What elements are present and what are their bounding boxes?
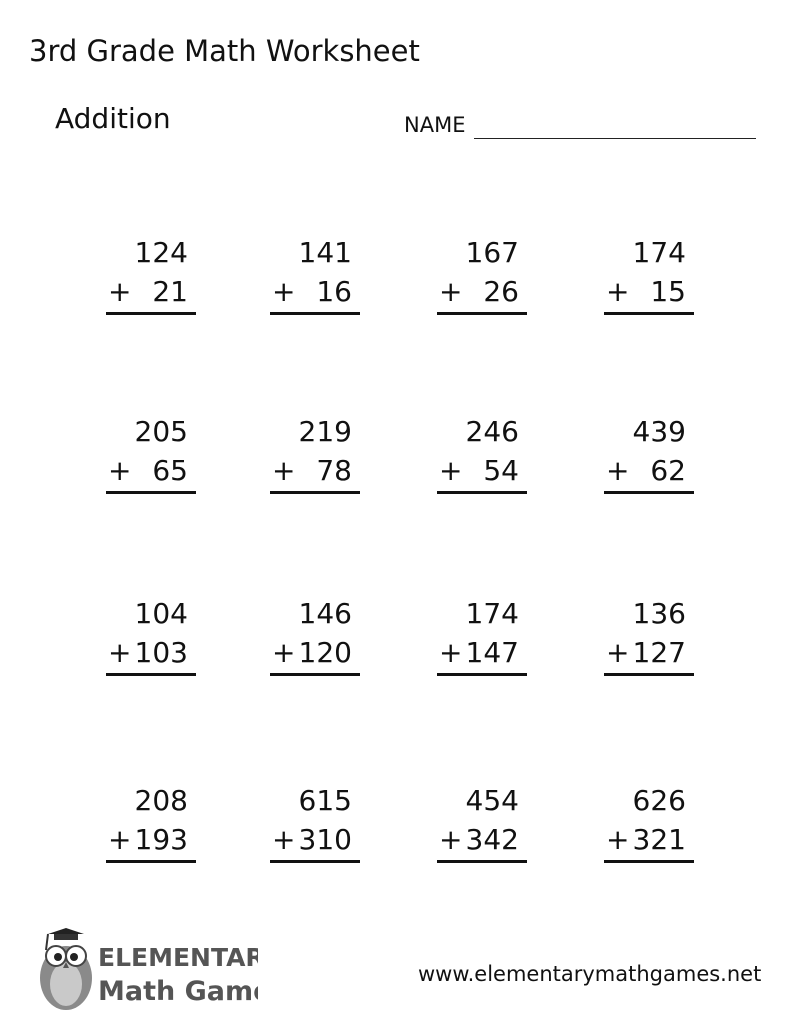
addition-problem: 124 + 21 (106, 236, 196, 316)
addition-problem: 246 + 54 (437, 415, 527, 495)
top-number: 615 (298, 784, 352, 817)
addition-problem: 615 + 310 (270, 784, 360, 864)
addend: 21 (152, 275, 188, 308)
elementary-math-games-logo: ELEMENTARY Math Games (40, 928, 258, 1010)
plus-sign: + (606, 823, 630, 856)
addend: 193 (134, 823, 188, 856)
top-number: 626 (632, 784, 686, 817)
addend: 103 (134, 636, 188, 669)
answer-line (437, 673, 527, 676)
addition-problem: 141 + 16 (270, 236, 360, 316)
plus-sign: + (108, 636, 132, 669)
name-line (474, 138, 756, 139)
addition-problem: 219 + 78 (270, 415, 360, 495)
addition-problem: 626 + 321 (604, 784, 694, 864)
logo-text-line2: Math Games (98, 976, 258, 1007)
addend: 147 (465, 636, 519, 669)
plus-sign: + (272, 636, 296, 669)
worksheet-subtitle: Addition (55, 102, 171, 135)
addition-problem: 205 + 65 (106, 415, 196, 495)
addend: 26 (483, 275, 519, 308)
answer-line (270, 860, 360, 863)
answer-line (270, 312, 360, 315)
answer-line (106, 312, 196, 315)
addition-problem: 439 + 62 (604, 415, 694, 495)
addend: 16 (316, 275, 352, 308)
plus-sign: + (108, 275, 132, 308)
plus-sign: + (439, 823, 463, 856)
plus-sign: + (439, 275, 463, 308)
top-number: 124 (134, 236, 188, 269)
plus-sign: + (606, 454, 630, 487)
answer-line (437, 312, 527, 315)
addend: 54 (483, 454, 519, 487)
answer-line (270, 491, 360, 494)
top-number: 136 (632, 597, 686, 630)
addend: 15 (650, 275, 686, 308)
worksheet-title: 3rd Grade Math Worksheet (29, 34, 420, 68)
top-number: 174 (632, 236, 686, 269)
addition-problem: 136 + 127 (604, 597, 694, 677)
addition-problem: 174 + 15 (604, 236, 694, 316)
top-number: 208 (134, 784, 188, 817)
addend: 120 (298, 636, 352, 669)
website-url[interactable]: www.elementarymathgames.net (418, 962, 762, 986)
plus-sign: + (108, 454, 132, 487)
answer-line (437, 491, 527, 494)
top-number: 454 (465, 784, 519, 817)
addend: 321 (632, 823, 686, 856)
top-number: 219 (298, 415, 352, 448)
addition-problem: 454 + 342 (437, 784, 527, 864)
top-number: 141 (298, 236, 352, 269)
plus-sign: + (439, 454, 463, 487)
answer-line (604, 491, 694, 494)
name-label: NAME (404, 113, 466, 137)
addend: 127 (632, 636, 686, 669)
plus-sign: + (272, 275, 296, 308)
answer-line (106, 491, 196, 494)
plus-sign: + (272, 823, 296, 856)
answer-line (604, 312, 694, 315)
top-number: 104 (134, 597, 188, 630)
answer-line (106, 673, 196, 676)
plus-sign: + (272, 454, 296, 487)
top-number: 167 (465, 236, 519, 269)
logo-text-line1: ELEMENTARY (98, 943, 258, 972)
addition-problem: 167 + 26 (437, 236, 527, 316)
plus-sign: + (606, 636, 630, 669)
answer-line (270, 673, 360, 676)
plus-sign: + (108, 823, 132, 856)
top-number: 205 (134, 415, 188, 448)
addend: 78 (316, 454, 352, 487)
addition-problem: 146 + 120 (270, 597, 360, 677)
plus-sign: + (439, 636, 463, 669)
top-number: 439 (632, 415, 686, 448)
addend: 310 (298, 823, 352, 856)
addend: 342 (465, 823, 519, 856)
answer-line (604, 860, 694, 863)
plus-sign: + (606, 275, 630, 308)
addend: 62 (650, 454, 686, 487)
answer-line (604, 673, 694, 676)
top-number: 174 (465, 597, 519, 630)
answer-line (437, 860, 527, 863)
addition-problem: 208 + 193 (106, 784, 196, 864)
addend: 65 (152, 454, 188, 487)
addition-problem: 104 + 103 (106, 597, 196, 677)
top-number: 146 (298, 597, 352, 630)
addition-problem: 174 + 147 (437, 597, 527, 677)
top-number: 246 (465, 415, 519, 448)
owl-icon (40, 928, 92, 1010)
answer-line (106, 860, 196, 863)
